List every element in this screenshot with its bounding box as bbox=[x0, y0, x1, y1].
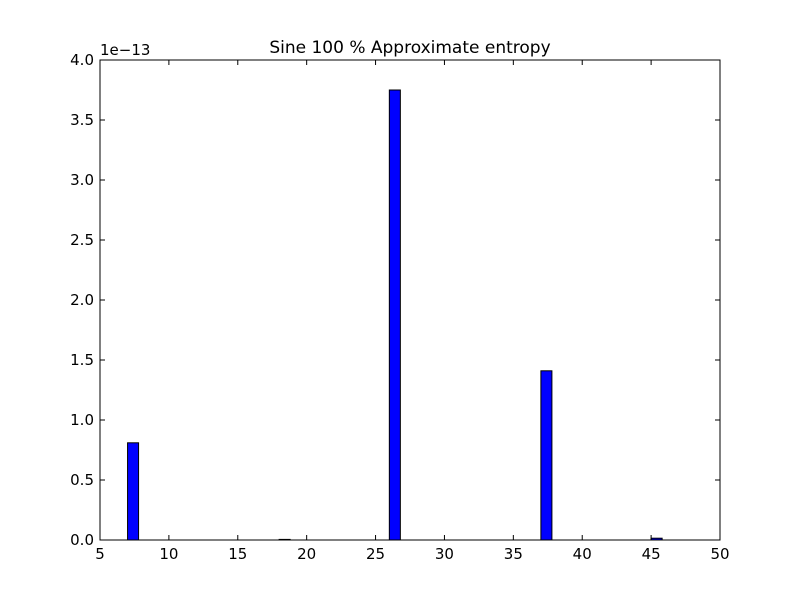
x-tick-label: 15 bbox=[228, 545, 247, 563]
x-tick-label: 50 bbox=[710, 545, 729, 563]
x-tick-label: 35 bbox=[504, 545, 523, 563]
y-tick-label: 0.5 bbox=[70, 471, 94, 489]
x-tick-label: 30 bbox=[435, 545, 454, 563]
plot-frame bbox=[99, 59, 721, 541]
y-tick-label: 3.0 bbox=[70, 171, 94, 189]
x-tick-label: 25 bbox=[366, 545, 385, 563]
bar-26 bbox=[388, 89, 401, 541]
chart-title: Sine 100 % Approximate entropy bbox=[269, 38, 550, 58]
y-tick-label: 1.0 bbox=[70, 411, 94, 429]
y-tick-label: 4.0 bbox=[70, 51, 94, 69]
bar-37 bbox=[540, 370, 553, 541]
x-tick-label: 10 bbox=[159, 545, 178, 563]
x-tick-label: 5 bbox=[95, 545, 105, 563]
y-tick-label: 1.5 bbox=[70, 351, 94, 369]
y-tick-label: 2.5 bbox=[70, 231, 94, 249]
bar-7 bbox=[127, 442, 140, 541]
x-tick-label: 40 bbox=[573, 545, 592, 563]
y-tick-label: 0.0 bbox=[70, 531, 94, 549]
y-tick-label: 2.0 bbox=[70, 291, 94, 309]
ticks-group: 5 10 15 20 25 30 35 40 45 50 0.0 0.5 1.0 1.5 2.0 2.5 3.0… bbox=[70, 51, 729, 563]
y-tick-label: 3.5 bbox=[70, 111, 94, 129]
y-axis-offset-label: 1e−13 bbox=[100, 41, 150, 59]
x-tick-label: 20 bbox=[297, 545, 316, 563]
x-tick-label: 45 bbox=[642, 545, 661, 563]
